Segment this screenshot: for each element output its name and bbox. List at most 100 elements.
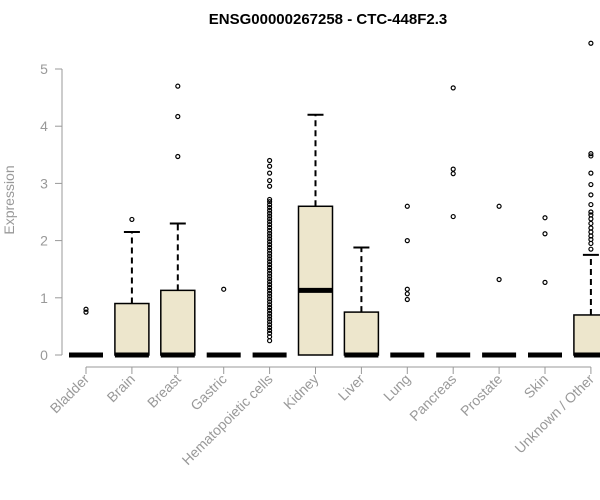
outlier-point xyxy=(267,338,273,344)
outlier-point xyxy=(588,216,594,222)
outlier-point xyxy=(267,267,273,273)
outlier-point xyxy=(267,324,273,331)
outlier-point xyxy=(267,216,273,222)
box-group xyxy=(297,113,334,356)
chart-title: ENSG00000267258 - CTC-448F2.3 xyxy=(209,11,447,28)
outlier-point xyxy=(404,238,410,244)
box-group xyxy=(528,215,562,358)
outlier-point xyxy=(267,227,273,233)
box xyxy=(573,314,600,356)
outlier-point xyxy=(267,256,273,262)
outlier-point xyxy=(267,239,273,245)
outlier-point xyxy=(221,286,227,292)
outlier-point xyxy=(175,113,181,120)
outlier-point xyxy=(588,225,594,231)
box xyxy=(114,302,150,356)
outlier-point xyxy=(267,204,273,211)
box-group xyxy=(69,306,103,358)
box-group xyxy=(343,246,380,358)
outlier-point xyxy=(267,210,273,216)
outlier-point xyxy=(267,236,273,242)
box-group xyxy=(252,157,287,358)
outlier-point xyxy=(83,309,89,315)
outlier-point xyxy=(267,224,273,231)
x-tick-label: Skin xyxy=(521,371,552,402)
outlier-point xyxy=(267,213,273,219)
outlier-point xyxy=(450,213,456,220)
outlier-point xyxy=(588,181,594,188)
outlier-point xyxy=(404,286,410,292)
y-tick-label: 2 xyxy=(40,233,48,249)
boxplot-series xyxy=(69,40,600,358)
outlier-point xyxy=(267,299,273,305)
outlier-point xyxy=(588,170,594,176)
box xyxy=(160,289,196,356)
outlier-point xyxy=(267,273,273,279)
outlier-point xyxy=(267,196,273,203)
x-tick-label: Pancreas xyxy=(406,371,459,424)
box-group xyxy=(390,203,425,358)
outlier-point xyxy=(267,310,273,316)
x-tick-label: Breast xyxy=(144,371,184,411)
outlier-point xyxy=(588,240,594,247)
y-tick-label: 1 xyxy=(40,290,48,306)
box xyxy=(343,311,380,356)
outlier-point xyxy=(588,201,594,208)
outlier-point xyxy=(588,229,594,235)
box-group xyxy=(160,83,196,358)
x-tick-label: Hematopoietic cells xyxy=(179,371,276,468)
x-tick-label: Lung xyxy=(380,371,413,404)
outlier-point xyxy=(267,319,273,325)
y-tick-label: 4 xyxy=(40,118,48,134)
outlier-point xyxy=(267,262,273,268)
outlier-point xyxy=(588,153,594,159)
outlier-point xyxy=(588,212,594,218)
outlier-point xyxy=(267,259,273,265)
box-group xyxy=(436,85,471,358)
outlier-point xyxy=(267,207,273,213)
outlier-point xyxy=(267,247,273,253)
outlier-point xyxy=(267,242,273,248)
outlier-point xyxy=(267,253,273,259)
outlier-point xyxy=(267,157,273,164)
outlier-point xyxy=(267,183,273,189)
outlier-point xyxy=(267,330,273,336)
y-axis: 0 1 2 3 4 5 xyxy=(40,61,63,363)
outlier-point xyxy=(542,215,548,221)
box-group xyxy=(482,203,517,358)
x-tick-label: Bladder xyxy=(47,371,93,417)
x-tick-label: Brain xyxy=(104,371,138,405)
y-axis-label: Expression xyxy=(1,165,17,234)
outlier-point xyxy=(267,284,273,291)
outlier-point xyxy=(267,264,273,271)
outlier-point xyxy=(588,209,594,215)
y-tick-label: 5 xyxy=(40,61,48,77)
box xyxy=(297,205,334,356)
outlier-point xyxy=(542,231,548,237)
box-group xyxy=(573,40,600,358)
x-tick-label: Unknown / Other xyxy=(511,371,597,457)
outlier-point xyxy=(267,233,273,239)
outlier-point xyxy=(267,287,273,293)
outlier-point xyxy=(267,170,273,176)
outlier-point xyxy=(588,151,594,157)
outlier-point xyxy=(267,199,273,205)
outlier-point xyxy=(267,230,273,236)
outlier-point xyxy=(267,221,273,228)
outlier-point xyxy=(588,192,594,198)
outlier-point xyxy=(267,163,273,169)
outlier-point xyxy=(588,220,594,227)
outlier-point xyxy=(267,293,273,299)
outlier-point xyxy=(267,279,273,285)
outlier-point xyxy=(267,302,273,308)
outlier-point xyxy=(267,307,273,313)
outlier-point xyxy=(267,304,273,311)
outlier-point xyxy=(588,40,594,46)
outlier-point xyxy=(450,171,456,177)
outlier-point xyxy=(267,219,273,225)
outlier-point xyxy=(267,276,273,282)
outlier-point xyxy=(267,322,273,328)
y-tick-label: 3 xyxy=(40,175,48,191)
